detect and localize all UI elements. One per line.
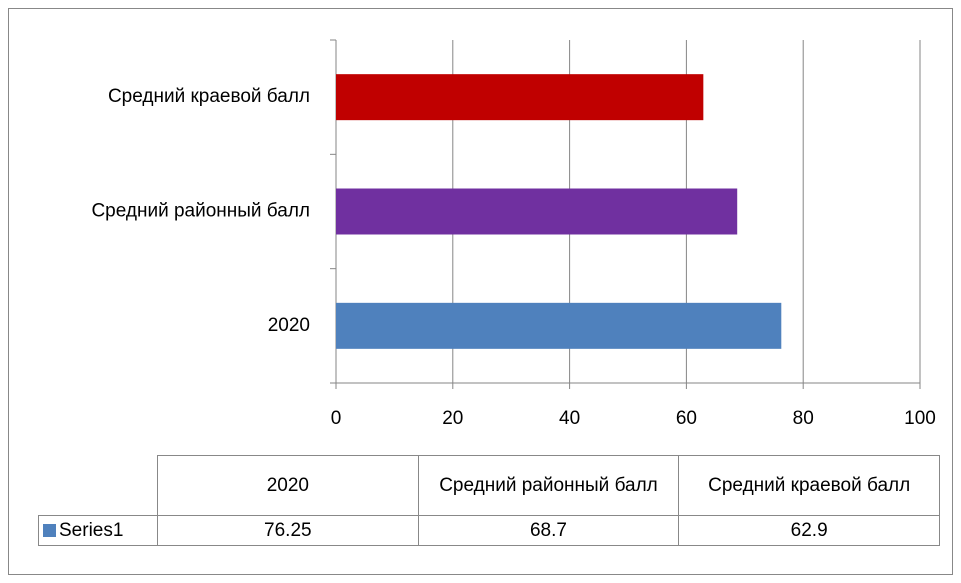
y-tick-label: Средний краевой балл bbox=[108, 86, 310, 107]
x-tick-label: 40 bbox=[559, 408, 580, 429]
x-tick-label: 100 bbox=[904, 408, 936, 429]
legend-label: Series1 bbox=[59, 519, 124, 541]
table-row-label: Series1 bbox=[38, 515, 158, 546]
x-tick-label: 80 bbox=[793, 408, 814, 429]
table-header: 2020 bbox=[157, 455, 419, 516]
legend-swatch bbox=[43, 524, 56, 537]
table-header: Средний краевой балл bbox=[678, 455, 940, 516]
x-tick-label: 20 bbox=[442, 408, 463, 429]
y-tick-label: Средний районный балл bbox=[91, 201, 310, 222]
table-value: 76.25 bbox=[157, 515, 419, 546]
table-value: 62.9 bbox=[678, 515, 940, 546]
bar bbox=[336, 74, 704, 121]
x-tick-label: 0 bbox=[331, 408, 342, 429]
y-tick-label: 2020 bbox=[268, 315, 310, 336]
table-header: Средний районный балл bbox=[417, 455, 680, 516]
table-value: 68.7 bbox=[417, 515, 680, 546]
bar bbox=[336, 302, 782, 349]
x-tick-label: 60 bbox=[676, 408, 697, 429]
bar bbox=[336, 188, 738, 235]
